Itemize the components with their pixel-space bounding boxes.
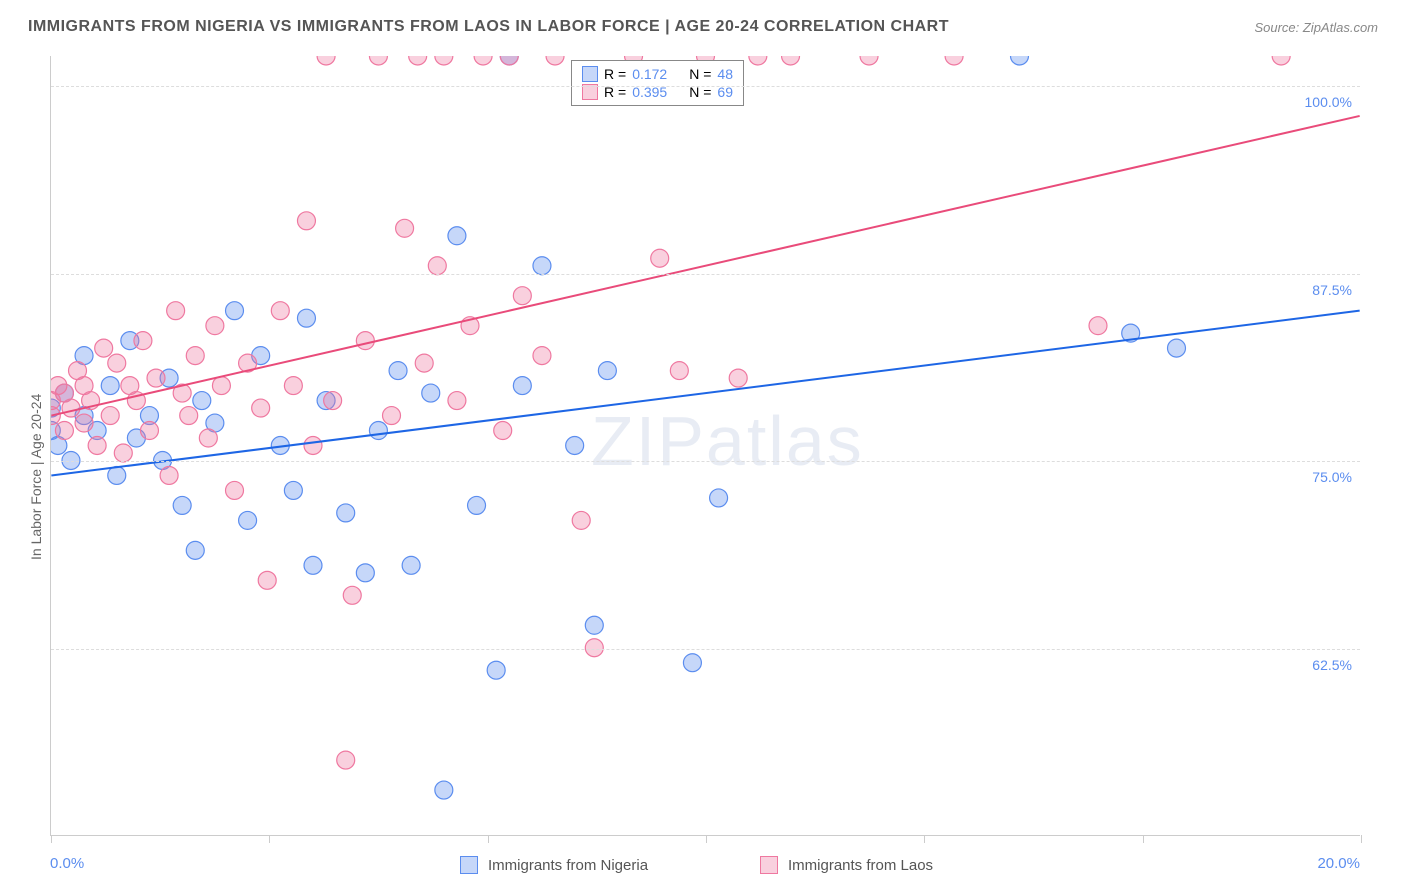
y-tick-label: 75.0% bbox=[1312, 469, 1352, 485]
r-label: R = bbox=[604, 66, 626, 82]
gridline bbox=[51, 461, 1360, 462]
legend-square-laos-icon bbox=[760, 856, 778, 874]
x-tick bbox=[1361, 835, 1362, 843]
x-axis-label-min: 0.0% bbox=[50, 855, 84, 872]
n-value-nigeria: 48 bbox=[717, 66, 733, 82]
x-tick bbox=[51, 835, 52, 843]
x-tick bbox=[1143, 835, 1144, 843]
x-tick bbox=[706, 835, 707, 843]
x-tick bbox=[488, 835, 489, 843]
gridline bbox=[51, 86, 1360, 87]
x-tick bbox=[269, 835, 270, 843]
watermark: ZIPatlas bbox=[591, 401, 864, 481]
chart-title: IMMIGRANTS FROM NIGERIA VS IMMIGRANTS FR… bbox=[28, 18, 949, 36]
source-label: Source: ZipAtlas.com bbox=[1254, 20, 1378, 35]
y-tick-label: 100.0% bbox=[1305, 94, 1352, 110]
legend-stats-box: R = 0.172 N = 48 R = 0.395 N = 69 bbox=[571, 60, 744, 106]
gridline bbox=[51, 274, 1360, 275]
legend-label-laos: Immigrants from Laos bbox=[788, 857, 933, 874]
legend-series-1: Immigrants from Nigeria bbox=[460, 856, 648, 874]
y-axis-title: In Labor Force | Age 20-24 bbox=[28, 394, 44, 560]
y-tick-label: 62.5% bbox=[1312, 657, 1352, 673]
legend-square-nigeria-icon bbox=[460, 856, 478, 874]
correlation-chart: IMMIGRANTS FROM NIGERIA VS IMMIGRANTS FR… bbox=[0, 0, 1406, 892]
n-label: N = bbox=[689, 66, 711, 82]
plot-area: ZIPatlas R = 0.172 N = 48 R = 0.395 N = … bbox=[50, 56, 1360, 836]
x-tick bbox=[924, 835, 925, 843]
r-value-nigeria: 0.172 bbox=[632, 66, 667, 82]
legend-stats-row-1: R = 0.172 N = 48 bbox=[582, 65, 733, 83]
y-tick-label: 87.5% bbox=[1312, 282, 1352, 298]
legend-square-nigeria-icon bbox=[582, 66, 598, 82]
legend-series-2: Immigrants from Laos bbox=[760, 856, 933, 874]
legend-label-nigeria: Immigrants from Nigeria bbox=[488, 857, 648, 874]
chart-svg bbox=[51, 56, 1360, 835]
gridline bbox=[51, 649, 1360, 650]
x-axis-label-max: 20.0% bbox=[1317, 855, 1360, 872]
